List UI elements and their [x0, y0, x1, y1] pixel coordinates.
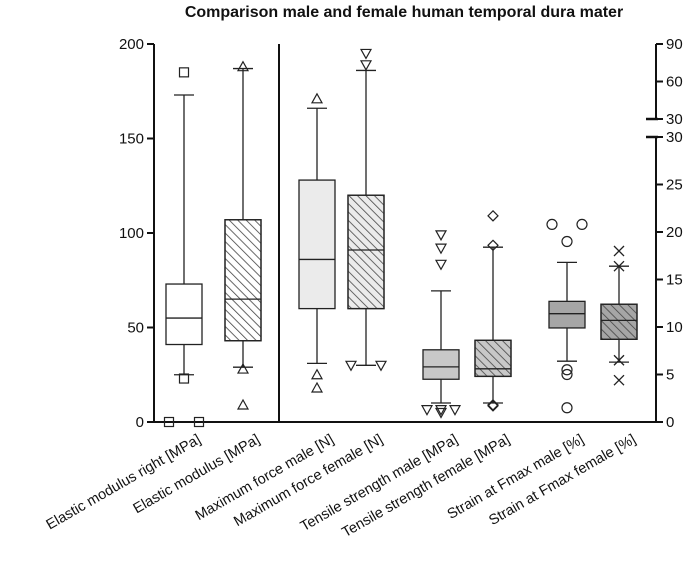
outlier-marker-triangle-down	[434, 243, 448, 255]
iqr-box-hatch	[600, 303, 638, 341]
box-7	[546, 218, 588, 414]
outlier-marker-triangle-down	[420, 405, 434, 416]
outlier-marker-x	[613, 374, 625, 386]
outlier-marker-triangle-up	[236, 398, 250, 410]
outlier-marker-circle	[576, 218, 588, 230]
iqr-box-hatch	[224, 219, 262, 342]
right-axis-tick-label: 10	[666, 319, 683, 336]
left-axis-tick-label: 100	[119, 225, 144, 242]
outlier-marker-circle	[546, 218, 558, 230]
right-axis-tick-label: 0	[666, 414, 674, 431]
right-axis-tick-label: 15	[666, 272, 683, 289]
outlier-marker-triangle-up	[236, 60, 250, 72]
left-axis-tick-label: 0	[136, 414, 144, 431]
right-axis-tick-label: 30	[666, 129, 683, 146]
outlier-marker-triangle-down	[434, 407, 448, 419]
outlier-marker-diamond	[487, 210, 499, 222]
box-2	[224, 60, 262, 410]
iqr-box	[548, 300, 586, 329]
box-3	[298, 92, 336, 393]
outlier-marker-triangle-down	[359, 48, 373, 60]
outlier-marker-triangle-down	[374, 360, 388, 372]
outlier-marker-x	[613, 260, 625, 272]
outlier-marker-x-stroke	[613, 260, 625, 272]
iqr-box	[298, 179, 336, 310]
outlier-marker-x	[613, 354, 625, 366]
right-axis-tick-label: 30	[666, 111, 683, 128]
left-axis-tick-label: 50	[127, 320, 144, 337]
box-1	[163, 67, 205, 428]
outlier-marker-triangle-down	[434, 405, 448, 416]
outlier-marker-x-stroke	[613, 354, 625, 366]
right-axis-tick-label: 5	[666, 367, 674, 384]
outlier-marker-triangle-down	[434, 230, 448, 242]
iqr-box-hatch	[347, 194, 385, 310]
outlier-marker-triangle-down	[344, 360, 358, 372]
outlier-marker-triangle-up	[236, 362, 250, 374]
left-axis-tick-label: 150	[119, 131, 144, 148]
outlier-marker-x-stroke	[613, 245, 625, 257]
outlier-marker-circle	[561, 368, 573, 381]
outlier-marker-circle	[561, 235, 573, 248]
outlier-marker-triangle-up	[310, 381, 324, 393]
outlier-marker-diamond	[487, 399, 499, 411]
iqr-box	[165, 283, 203, 346]
iqr-box	[422, 349, 460, 380]
box-6	[474, 210, 512, 412]
right-axis-tick-label: 90	[666, 36, 683, 53]
outlier-marker-triangle-up	[310, 92, 324, 104]
outlier-marker-square	[193, 416, 205, 428]
box-5	[420, 230, 462, 419]
outlier-marker-square	[163, 416, 175, 428]
outlier-marker-triangle-down	[448, 405, 462, 416]
outlier-marker-triangle-down	[359, 60, 373, 72]
outlier-marker-triangle-down	[434, 259, 448, 271]
right-axis-tick-label: 60	[666, 74, 683, 91]
chart-title: Comparison male and female human tempora…	[185, 4, 623, 21]
outlier-marker-triangle-up	[310, 368, 324, 380]
box-8	[600, 245, 638, 386]
outlier-marker-square	[178, 373, 190, 384]
outlier-marker-circle	[561, 364, 573, 376]
right-axis-tick-label: 20	[666, 224, 683, 241]
iqr-box-hatch	[474, 339, 512, 378]
outlier-marker-x	[613, 245, 625, 257]
outlier-marker-diamond	[487, 239, 499, 252]
left-axis-tick-label: 200	[119, 36, 144, 53]
outlier-marker-diamond	[487, 400, 499, 412]
outlier-marker-square	[178, 67, 190, 78]
outlier-marker-circle	[561, 402, 573, 414]
box-4	[344, 48, 388, 372]
outlier-marker-x-stroke	[613, 374, 625, 386]
right-axis-tick-label: 25	[666, 177, 683, 194]
